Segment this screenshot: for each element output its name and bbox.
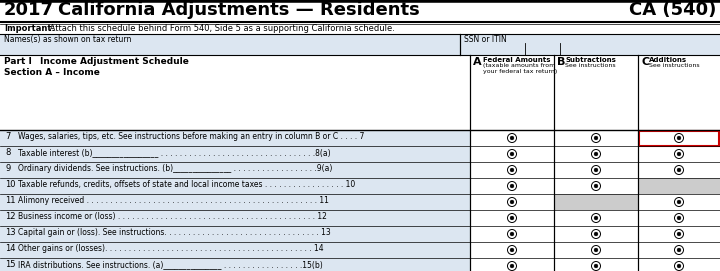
Circle shape [677, 200, 681, 204]
Text: 13: 13 [5, 228, 16, 237]
Text: Taxable refunds, credits, offsets of state and local income taxes . . . . . . . : Taxable refunds, credits, offsets of sta… [18, 180, 355, 189]
Text: See instructions: See instructions [565, 63, 616, 68]
Text: Capital gain or (loss). See instructions. . . . . . . . . . . . . . . . . . . . : Capital gain or (loss). See instructions… [18, 228, 330, 237]
Text: IRA distributions. See instructions. (a)_______________ . . . . . . . . . . . . : IRA distributions. See instructions. (a)… [18, 260, 323, 269]
Text: 7: 7 [5, 132, 10, 141]
Text: Federal Amounts: Federal Amounts [483, 57, 551, 63]
Circle shape [594, 136, 598, 140]
Circle shape [677, 264, 681, 268]
Text: Important:: Important: [4, 24, 55, 33]
Text: 12: 12 [5, 212, 16, 221]
Circle shape [677, 216, 681, 220]
Circle shape [510, 152, 514, 156]
Text: CA (540): CA (540) [629, 1, 716, 19]
Text: Attach this schedule behind Form 540, Side 5 as a supporting California schedule: Attach this schedule behind Form 540, Si… [47, 24, 395, 33]
Text: Ordinary dividends. See instructions. (b)_______________ . . . . . . . . . . . .: Ordinary dividends. See instructions. (b… [18, 164, 333, 173]
Text: 2017: 2017 [4, 1, 54, 19]
Circle shape [594, 184, 598, 188]
Bar [0, 226, 470, 242]
Circle shape [510, 184, 514, 188]
Circle shape [677, 168, 681, 172]
Text: Names(s) as shown on tax return: Names(s) as shown on tax return [4, 35, 131, 44]
Bar [0, 34, 460, 55]
Bar [0, 146, 470, 162]
Circle shape [510, 216, 514, 220]
Text: 15: 15 [5, 260, 16, 269]
Bar [639, 131, 719, 146]
Circle shape [677, 136, 681, 140]
Bar [0, 130, 470, 146]
Circle shape [594, 168, 598, 172]
Bar [0, 258, 470, 271]
Circle shape [594, 216, 598, 220]
Text: (taxable amounts from: (taxable amounts from [483, 63, 555, 68]
Circle shape [677, 248, 681, 252]
Circle shape [677, 152, 681, 156]
Circle shape [510, 264, 514, 268]
Text: Subtractions: Subtractions [565, 57, 616, 63]
Text: 14: 14 [5, 244, 16, 253]
Circle shape [594, 152, 598, 156]
Bar [0, 242, 470, 258]
Circle shape [510, 136, 514, 140]
Text: Part I: Part I [4, 57, 32, 66]
Bar [0, 162, 470, 178]
Bar [554, 194, 638, 210]
Text: See instructions: See instructions [649, 63, 700, 68]
Bar [0, 210, 470, 226]
Text: B: B [557, 57, 565, 67]
Text: Other gains or (losses). . . . . . . . . . . . . . . . . . . . . . . . . . . . .: Other gains or (losses). . . . . . . . .… [18, 244, 323, 253]
Bar [638, 178, 720, 194]
Text: Business income or (loss) . . . . . . . . . . . . . . . . . . . . . . . . . . . : Business income or (loss) . . . . . . . … [18, 212, 327, 221]
Circle shape [510, 200, 514, 204]
Text: 8: 8 [5, 148, 10, 157]
Text: Wages, salaries, tips, etc. See instructions before making an entry in column B : Wages, salaries, tips, etc. See instruct… [18, 132, 364, 141]
Text: your federal tax return): your federal tax return) [483, 69, 557, 74]
Text: A: A [473, 57, 482, 67]
Circle shape [510, 248, 514, 252]
Text: C: C [641, 57, 649, 67]
Bar [460, 34, 720, 55]
Circle shape [510, 168, 514, 172]
Text: Additions: Additions [649, 57, 687, 63]
Text: 9: 9 [5, 164, 10, 173]
Circle shape [594, 232, 598, 236]
Text: Alimony received . . . . . . . . . . . . . . . . . . . . . . . . . . . . . . . .: Alimony received . . . . . . . . . . . .… [18, 196, 329, 205]
Text: 10: 10 [5, 180, 16, 189]
Text: Income Adjustment Schedule: Income Adjustment Schedule [40, 57, 189, 66]
Bar [0, 194, 470, 210]
Text: SSN or ITIN: SSN or ITIN [464, 35, 507, 44]
Circle shape [510, 232, 514, 236]
Circle shape [594, 264, 598, 268]
Text: California Adjustments — Residents: California Adjustments — Residents [58, 1, 420, 19]
Text: Section A – Income: Section A – Income [4, 68, 100, 77]
Bar [0, 178, 470, 194]
Circle shape [677, 232, 681, 236]
Circle shape [594, 248, 598, 252]
Text: 11: 11 [5, 196, 16, 205]
Text: Taxable interest (b)_________________ . . . . . . . . . . . . . . . . . . . . . : Taxable interest (b)_________________ . … [18, 148, 330, 157]
